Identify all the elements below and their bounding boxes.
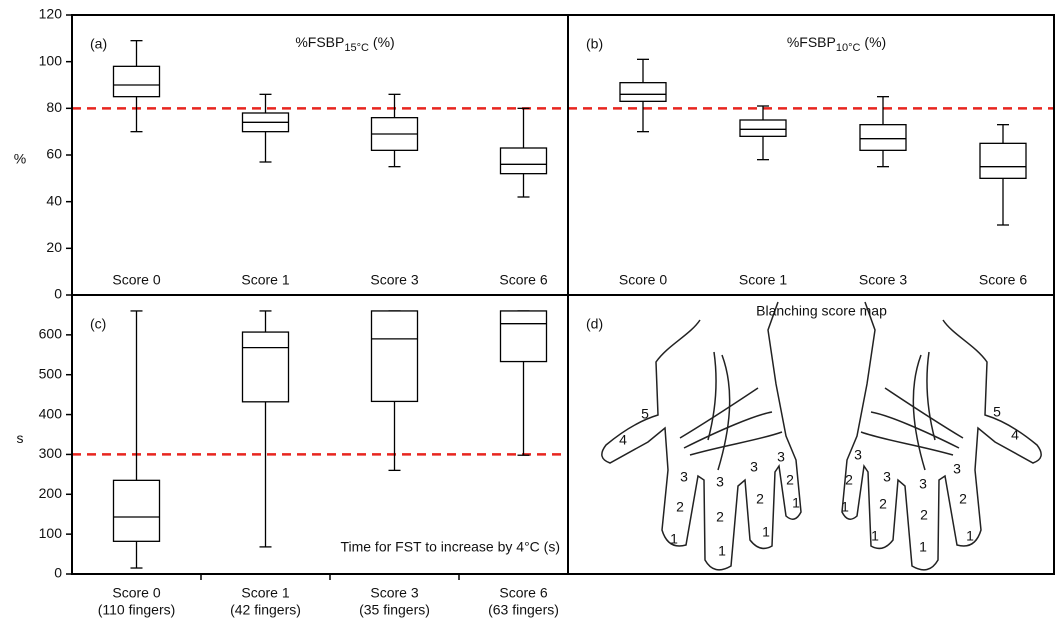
score-label: 3: [750, 459, 758, 475]
score-label: 5: [641, 406, 649, 422]
title-subscript: 15°C: [344, 42, 369, 54]
box: [739, 119, 787, 137]
x-tick-label: Score 0: [619, 272, 667, 288]
annotation: Time for FST to increase by 4°C (s): [340, 539, 560, 555]
x-tick-label: Score 0: [112, 272, 160, 288]
score-label: 3: [716, 474, 724, 490]
box: [979, 142, 1027, 179]
left-hand: [601, 301, 802, 571]
y-axis-label: s: [17, 430, 24, 446]
y-tick-label: 400: [39, 405, 63, 421]
y-tick-label: 40: [46, 192, 62, 208]
title-subscript: 10°C: [836, 42, 861, 54]
score-label: 1: [871, 528, 879, 544]
x-tick-label: Score 1: [241, 585, 289, 601]
panel-title: %FSBP15°C (%): [295, 34, 394, 54]
x-tick-label: Score 6: [499, 585, 547, 601]
y-tick-label: 0: [54, 286, 62, 302]
score-label: 1: [792, 495, 800, 511]
y-tick-label: 120: [39, 6, 63, 22]
x-tick-label: Score 3: [859, 272, 907, 288]
score-label: 4: [1011, 427, 1019, 443]
score-label: 1: [966, 528, 974, 544]
x-tick-label: Score 1: [739, 272, 787, 288]
score-label: 4: [619, 432, 627, 448]
y-tick-label: 100: [39, 525, 63, 541]
y-tick-label: 300: [39, 445, 63, 461]
title-suffix: (%): [373, 34, 395, 50]
score-label: 2: [786, 472, 794, 488]
x-tick-label: Score 3: [370, 272, 418, 288]
panel-title: %FSBP10°C (%): [787, 34, 886, 54]
score-label: 2: [845, 472, 853, 488]
box: [499, 147, 548, 175]
y-axis-label: %: [14, 151, 26, 167]
y-tick-label: 60: [46, 146, 62, 162]
title-suffix: (%): [864, 34, 886, 50]
box: [619, 82, 667, 102]
score-label: 3: [777, 449, 785, 465]
score-label: 5: [993, 404, 1001, 420]
score-label: 2: [676, 499, 684, 515]
score-label: 2: [920, 507, 928, 523]
panel-label: (b): [586, 36, 603, 52]
y-tick-label: 20: [46, 239, 62, 255]
score-label: 3: [680, 469, 688, 485]
score-label: 2: [716, 509, 724, 525]
right-hand: [841, 301, 1042, 571]
box: [370, 310, 419, 403]
y-tick-label: 600: [39, 326, 63, 342]
score-label: 3: [854, 447, 862, 463]
panel-label: (a): [90, 36, 107, 52]
x-tick-label: Score 6: [979, 272, 1027, 288]
score-label: 2: [756, 491, 764, 507]
x-tick-note: (63 fingers): [488, 602, 559, 618]
x-tick-note: (35 fingers): [359, 602, 430, 618]
score-label: 2: [959, 491, 967, 507]
x-tick-label: Score 0: [112, 585, 160, 601]
box: [499, 310, 548, 363]
y-tick-label: 100: [39, 52, 63, 68]
score-label: 3: [953, 461, 961, 477]
y-tick-label: 500: [39, 365, 63, 381]
score-label: 1: [670, 531, 678, 547]
y-tick-label: 200: [39, 485, 63, 501]
score-label: 1: [718, 543, 726, 559]
score-label: 3: [883, 469, 891, 485]
title-main: %FSBP: [787, 34, 836, 50]
panel-label: (d): [586, 316, 603, 332]
box: [241, 331, 290, 403]
box: [112, 65, 161, 98]
box: [112, 479, 161, 542]
score-label: 1: [762, 524, 770, 540]
y-tick-label: 0: [54, 565, 62, 581]
title-main: %FSBP: [295, 34, 344, 50]
box: [859, 124, 907, 151]
score-label: 3: [919, 476, 927, 492]
x-tick-label: Score 6: [499, 272, 547, 288]
x-tick-label: Score 1: [241, 272, 289, 288]
x-tick-label: Score 3: [370, 585, 418, 601]
score-label: 2: [879, 496, 887, 512]
x-tick-note: (110 fingers): [98, 602, 176, 618]
score-label: 1: [841, 499, 849, 515]
score-label: 1: [919, 539, 927, 555]
panel-title: Blanching score map: [756, 303, 887, 319]
x-tick-note: (42 fingers): [230, 602, 301, 618]
y-tick-label: 80: [46, 99, 62, 115]
panel-label: (c): [90, 316, 106, 332]
